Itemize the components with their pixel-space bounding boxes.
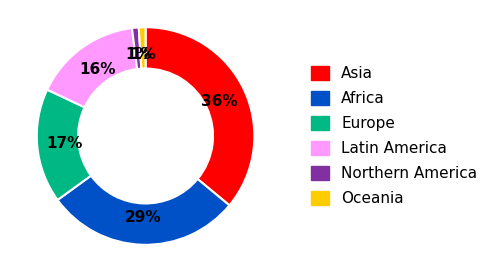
Wedge shape <box>37 90 91 200</box>
Wedge shape <box>132 27 141 69</box>
Text: 29%: 29% <box>124 210 161 225</box>
Wedge shape <box>138 27 145 69</box>
Wedge shape <box>47 28 137 107</box>
Legend: Asia, Africa, Europe, Latin America, Northern America, Oceania: Asia, Africa, Europe, Latin America, Nor… <box>304 60 482 212</box>
Text: 16%: 16% <box>79 63 116 78</box>
Text: 1%: 1% <box>125 47 150 62</box>
Wedge shape <box>145 27 254 205</box>
Text: 1%: 1% <box>130 47 156 62</box>
Wedge shape <box>58 176 229 245</box>
Text: 36%: 36% <box>201 94 237 109</box>
Text: 17%: 17% <box>46 136 82 151</box>
